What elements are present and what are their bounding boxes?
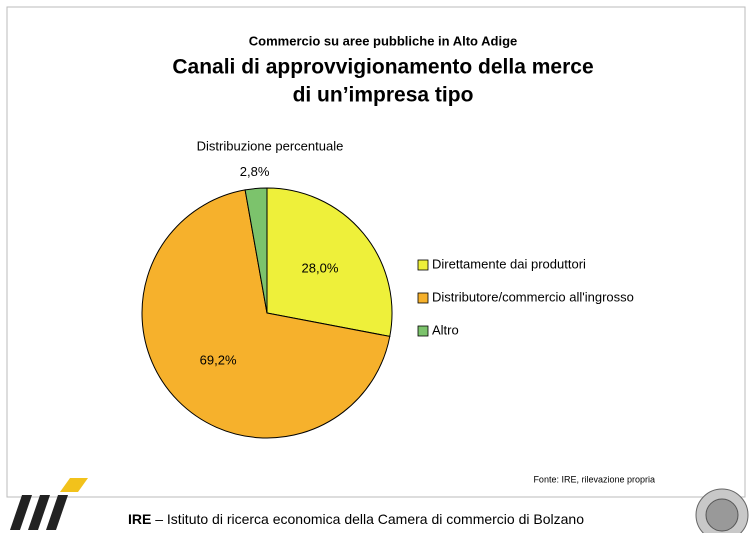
legend-swatch: [417, 259, 429, 271]
subtitle: Distribuzione percentuale: [197, 138, 344, 153]
frame: [6, 6, 746, 498]
source: Fonte: IRE, rilevazione propria: [533, 474, 655, 484]
logo-left: [10, 478, 88, 530]
chart-title-line2: di un’impresa tipo: [293, 84, 474, 107]
pie-slice: [244, 187, 268, 314]
legend-swatch: [417, 292, 429, 304]
logo-right: [695, 488, 749, 538]
legend-swatch: [417, 325, 429, 337]
data-label: 69,2%: [200, 353, 237, 368]
data-label: 28,0%: [302, 261, 339, 276]
footer-org: IRE: [128, 511, 151, 527]
chart-title: Canali di approvvigionamento della merce: [172, 56, 593, 79]
legend-label: Distributore/commercio all'ingrosso: [432, 289, 634, 304]
footer-text: – Istituto di ricerca economica della Ca…: [151, 511, 584, 527]
legend-label: Direttamente dai produttori: [432, 256, 586, 271]
supertitle: Commercio su aree pubbliche in Alto Adig…: [249, 33, 517, 48]
footer: IRE – Istituto di ricerca economica dell…: [128, 511, 584, 527]
legend-label: Altro: [432, 322, 459, 337]
data-label: 2,8%: [240, 164, 270, 179]
pie-slice: [141, 189, 391, 439]
pie-slice: [266, 187, 393, 338]
